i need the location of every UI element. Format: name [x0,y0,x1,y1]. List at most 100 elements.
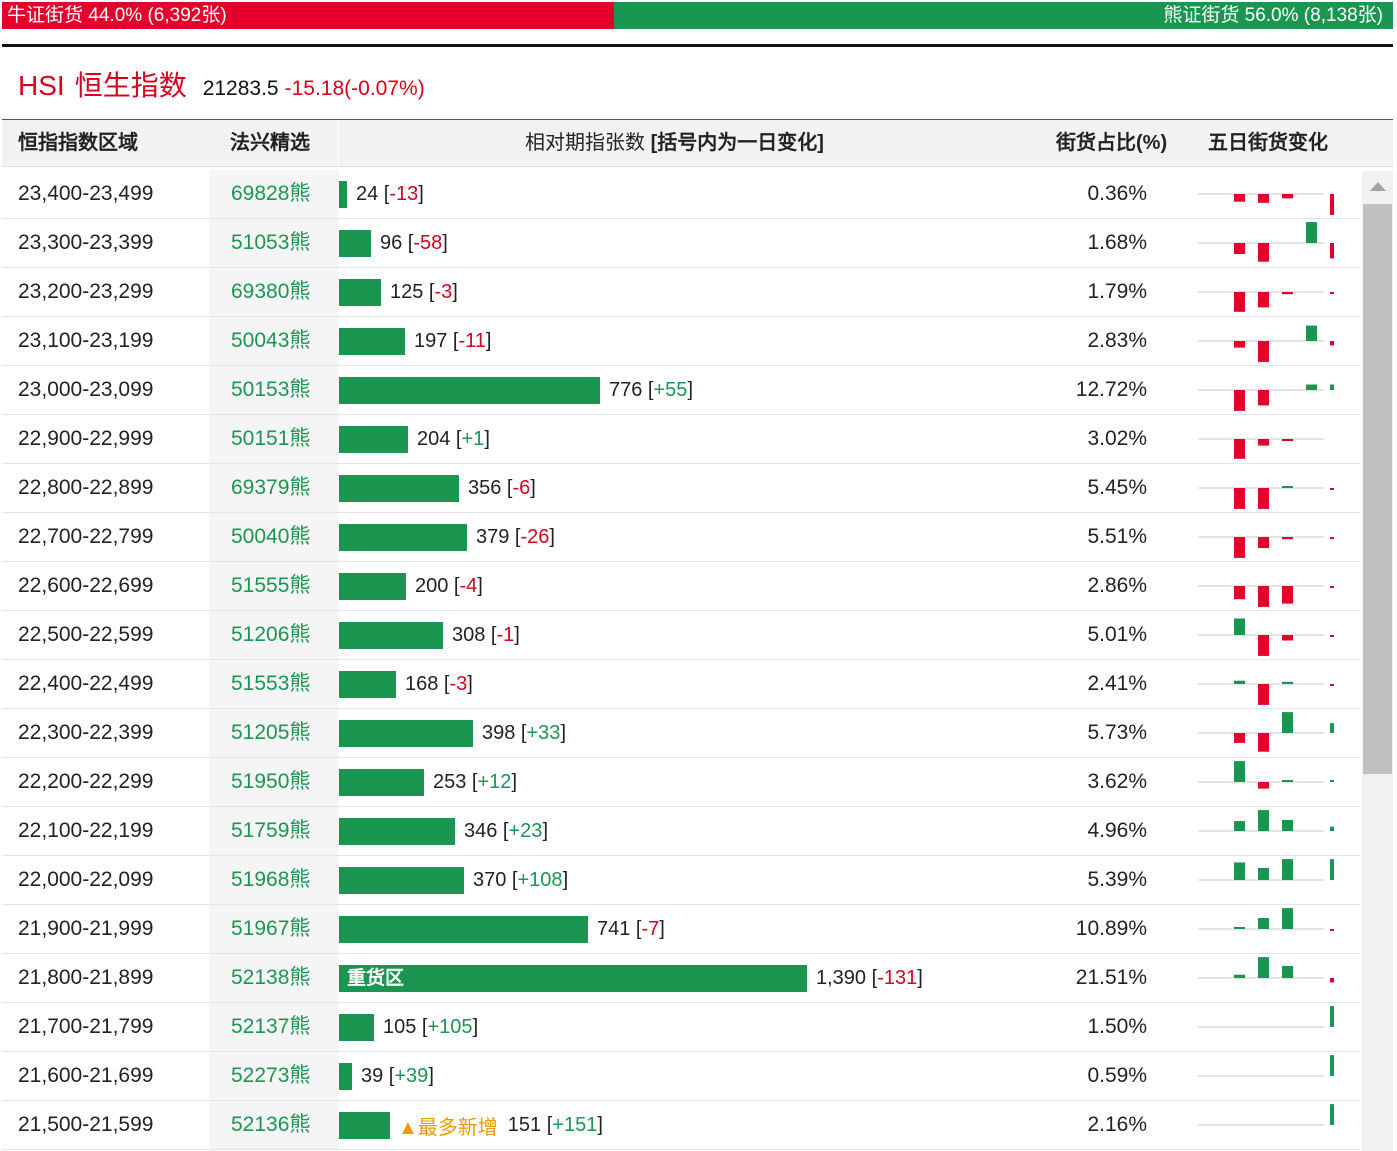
sparkline-bar [1330,537,1334,540]
table-row[interactable]: 22,600-22,699 51555熊 200 [-4] 2.86% [2,562,1360,611]
table-row[interactable]: 22,700-22,799 50040熊 379 [-26] 5.51% [2,513,1360,562]
sparkline-bar [1258,733,1269,752]
warrant-code-link[interactable]: 51205熊 [209,709,339,757]
sparkline-bar [1258,488,1269,509]
five-day-sparkline [1198,325,1334,362]
index-value: 21283.5 [202,77,279,100]
table-row[interactable]: 23,200-23,299 69380熊 125 [-3] 1.79% [2,268,1360,317]
warrant-code-link[interactable]: 51555熊 [209,562,339,610]
five-day-sparkline [1198,712,1334,752]
range-cell: 22,200-22,299 [18,770,154,793]
count-bar [339,818,455,845]
sparkline-bar [1234,761,1245,782]
table-row[interactable]: 21,600-21,699 52273熊 39 [+39] 0.59% [2,1052,1360,1101]
sparkline-bar [1234,862,1245,880]
warrant-code-link[interactable]: 52137熊 [209,1003,339,1051]
table-row[interactable]: 22,300-22,399 51205熊 398 [+33] 5.73% [2,709,1360,758]
table-row[interactable]: 23,100-23,199 50043熊 197 [-11] 2.83% [2,317,1360,366]
table-row[interactable]: 22,200-22,299 51950熊 253 [+12] 3.62% [2,758,1360,807]
warrant-code-link[interactable]: 50043熊 [209,317,339,365]
count-bar [339,916,588,943]
five-day-sparkline [1198,859,1334,881]
count-label: 741 [-7] [597,918,665,940]
warrant-code-link[interactable]: 51053熊 [209,219,339,267]
table-row[interactable]: 22,000-22,099 51968熊 370 [+108] 5.39% [2,856,1360,905]
sparkline-bar [1258,810,1269,831]
count-value: 168 [405,673,439,695]
sparkline-bar [1330,780,1334,782]
count-value: 197 [414,330,448,352]
warrant-code-link[interactable]: 51950熊 [209,758,339,806]
warrant-code-link[interactable]: 69828熊 [209,170,339,218]
bull-count: (6,392张) [147,5,227,26]
table-row[interactable]: 21,500-21,599 52136熊 ▲最多新增 151 [+151] 2.16% [2,1101,1360,1150]
sparkline-bar [1330,978,1334,983]
daily-change: -13 [389,183,419,205]
sparkline-bar [1282,908,1293,929]
table-row[interactable]: 23,300-23,399 51053熊 96 [-58] 1.68% [2,219,1360,268]
warrant-code-link[interactable]: 51759熊 [209,807,339,855]
sparkline-bar [1234,390,1245,411]
table-row[interactable]: 21,800-21,899 52138熊 重货区 1,390 [-131] 21.51% [2,954,1360,1003]
warrant-code-link[interactable]: 69379熊 [209,464,339,512]
daily-change: +39 [394,1065,429,1087]
scroll-up-arrow-icon[interactable] [1370,182,1386,191]
five-day-sparkline [1198,438,1324,459]
range-cell: 23,100-23,199 [18,329,154,352]
table-row[interactable]: 23,000-23,099 50153熊 776 [+55] 12.72% [2,366,1360,415]
table-row[interactable]: 21,700-21,799 52137熊 105 [+105] 1.50% [2,1003,1360,1052]
sparkline-bar [1282,439,1293,441]
range-cell: 22,400-22,499 [18,672,154,695]
share-pct-cell: 12.72% [1075,378,1147,401]
share-pct-cell: 2.83% [1087,329,1147,352]
sparkline-bar [1330,684,1334,686]
range-cell: 22,900-22,999 [18,427,154,450]
warrant-code-link[interactable]: 69380熊 [209,268,339,316]
table-row[interactable]: 22,400-22,499 51553熊 168 [-3] 2.41% [2,660,1360,709]
table-row[interactable]: 22,500-22,599 51206熊 308 [-1] 5.01% [2,611,1360,660]
heavy-zone-label: 重货区 [347,968,405,989]
sparkline-bar [1234,974,1245,978]
table-row[interactable]: 22,800-22,899 69379熊 356 [-6] 5.45% [2,464,1360,513]
warrant-code-link[interactable]: 52136熊 [209,1101,339,1149]
count-value: 356 [468,477,502,499]
count-bar-cell: 200 [-4] [339,573,483,600]
table-row[interactable]: 22,900-22,999 50151熊 204 [+1] 3.02% [2,415,1360,464]
five-day-sparkline [1198,908,1334,931]
daily-change: -3 [449,673,468,695]
bull-share-segment: 牛证街货 44.0% (6,392张) [2,2,614,29]
warrant-code-link[interactable]: 51967熊 [209,905,339,953]
table-row[interactable]: 23,400-23,499 69828熊 24 [-13] 0.36% [2,170,1360,219]
header-pick: 法兴精选 [230,132,310,154]
count-label: 776 [+55] [609,379,693,401]
share-pct-cell: 0.59% [1087,1064,1147,1087]
sparkline-bar [1258,918,1269,929]
scroll-thumb[interactable] [1363,204,1392,774]
count-label: 204 [+1] [417,428,490,450]
table-row[interactable]: 21,900-21,999 51967熊 741 [-7] 10.89% [2,905,1360,954]
range-cell: 21,700-21,799 [18,1015,154,1038]
warrant-code-link[interactable]: 50040熊 [209,513,339,561]
share-pct-cell: 21.51% [1075,966,1147,989]
warrant-code-link[interactable]: 50151熊 [209,415,339,463]
daily-change: +55 [653,379,688,401]
table-header: 恒指指数区域 法兴精选 相对期指张数 [括号内为一日变化] 街货占比(%) 五日… [2,119,1393,167]
count-value: 204 [417,428,451,450]
sparkline-bar [1258,867,1269,880]
share-pct-cell: 4.96% [1087,819,1147,842]
count-bar [339,720,473,747]
table-row[interactable]: 22,100-22,199 51759熊 346 [+23] 4.96% [2,807,1360,856]
warrant-code-link[interactable]: 51553熊 [209,660,339,708]
warrant-code-link[interactable]: 50153熊 [209,366,339,414]
count-bar-cell: 741 [-7] [339,916,665,943]
share-pct-cell: 5.01% [1087,623,1147,646]
count-label: 398 [+33] [482,722,566,744]
warrant-code-link[interactable]: 51968熊 [209,856,339,904]
vertical-scrollbar[interactable] [1362,171,1393,1151]
daily-change: -26 [520,526,550,548]
warrant-code-link[interactable]: 51206熊 [209,611,339,659]
warrant-code-link[interactable]: 52138熊 [209,954,339,1002]
warrant-code-link[interactable]: 52273熊 [209,1052,339,1100]
share-pct-cell: 2.41% [1087,672,1147,695]
five-day-sparkline [1198,291,1334,312]
